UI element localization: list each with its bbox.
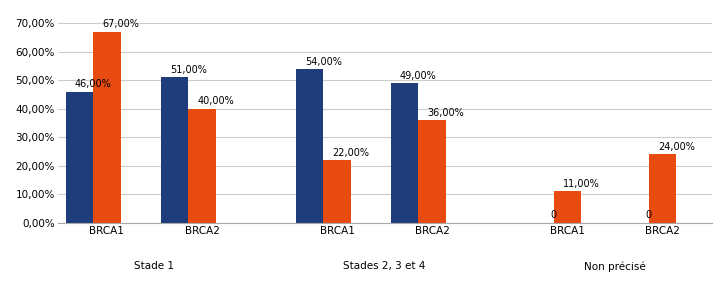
Bar [391, 83, 418, 223]
Text: 51,00%: 51,00% [170, 65, 206, 75]
Text: 0: 0 [646, 211, 651, 220]
Text: 67,00%: 67,00% [102, 19, 139, 29]
Text: Stades 2, 3 et 4: Stades 2, 3 et 4 [344, 261, 426, 271]
Bar [324, 160, 351, 223]
Bar [65, 91, 93, 223]
Text: Non précisé: Non précisé [584, 261, 646, 272]
Text: 0: 0 [551, 211, 557, 220]
Text: Stade 1: Stade 1 [134, 261, 175, 271]
Text: 40,00%: 40,00% [198, 97, 234, 106]
Text: 11,00%: 11,00% [563, 179, 600, 189]
Text: 54,00%: 54,00% [305, 56, 342, 67]
Text: 49,00%: 49,00% [400, 71, 437, 81]
Bar [296, 69, 324, 223]
Bar [554, 191, 581, 223]
Bar [160, 77, 188, 223]
Text: 46,00%: 46,00% [75, 79, 111, 89]
Text: 36,00%: 36,00% [428, 108, 464, 118]
Bar [649, 154, 677, 223]
Text: 24,00%: 24,00% [658, 142, 695, 152]
Bar [418, 120, 446, 223]
Bar [188, 109, 216, 223]
Bar [93, 32, 121, 223]
Text: 22,00%: 22,00% [332, 148, 370, 158]
